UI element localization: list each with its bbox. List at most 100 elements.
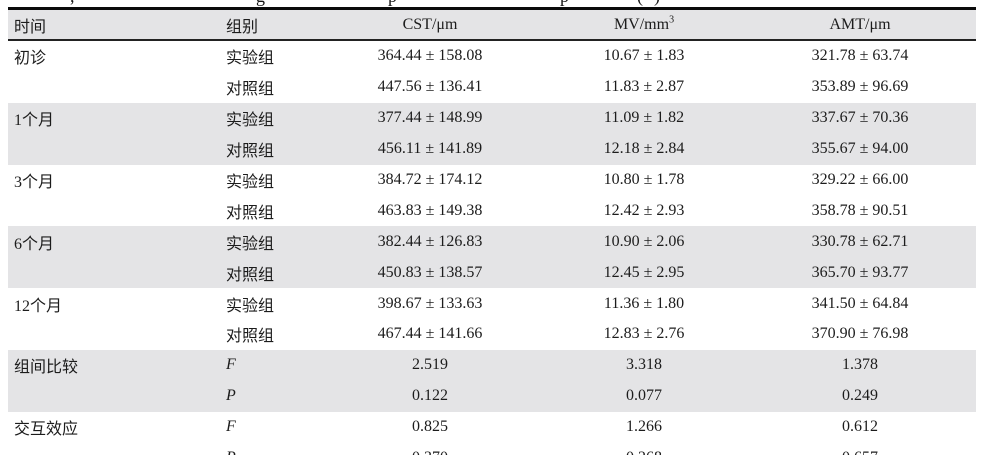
caption-fragment: p xyxy=(560,0,569,7)
clipped-caption: , g p p ( ) xyxy=(0,0,984,7)
mv-cell: 0.268 xyxy=(544,443,744,455)
mv-cell: 10.67 ± 1.83 xyxy=(603,47,685,65)
time-cell: 交互效应 xyxy=(14,421,79,439)
table-row: P 0.370 0.268 0.657 xyxy=(8,443,976,455)
time-cell xyxy=(8,257,211,289)
mv-cell: 10.90 ± 2.06 xyxy=(544,226,744,258)
table-top-rule xyxy=(8,7,976,10)
amt-cell: 355.67 ± 94.00 xyxy=(744,133,976,165)
cst-cell: 0.370 xyxy=(316,443,544,455)
statistic-label: F xyxy=(211,349,316,381)
table-row: 初诊 实验组 364.44 ± 158.08 10.67 ± 1.83 321.… xyxy=(8,40,976,72)
cst-cell: 398.67 ± 133.63 xyxy=(377,294,483,312)
time-cell: 1个月 xyxy=(8,102,211,134)
amt-cell: 329.22 ± 66.00 xyxy=(811,171,909,188)
mv-unit: MV/mm xyxy=(613,15,670,33)
table-row: 3个月 实验组 384.72 ± 174.12 10.80 ± 1.78 329… xyxy=(8,165,976,196)
cst-cell: 382.44 ± 126.83 xyxy=(316,226,544,258)
amt-cell: 330.78 ± 62.71 xyxy=(744,226,976,258)
table-row: 对照组 463.83 ± 149.38 12.42 ± 2.93 358.78 … xyxy=(8,195,976,226)
mv-cell: 1.266 xyxy=(626,418,662,436)
caption-fragment: p xyxy=(388,0,397,7)
group-cell: 实验组 xyxy=(226,174,275,191)
table-row: 对照组 450.83 ± 138.57 12.45 ± 2.95 365.70 … xyxy=(8,257,976,289)
group-cell: 实验组 xyxy=(226,50,275,68)
caption-fragment: , xyxy=(70,0,75,7)
group-cell: 对照组 xyxy=(211,133,316,165)
statistic-label: P xyxy=(211,380,316,412)
time-cell: 组间比较 xyxy=(8,349,211,381)
table-row: 对照组 447.56 ± 136.41 11.83 ± 2.87 353.89 … xyxy=(8,72,976,103)
time-cell xyxy=(8,133,211,165)
cst-cell: 384.72 ± 174.12 xyxy=(377,171,483,188)
time-cell xyxy=(8,319,211,350)
amt-cell: 0.657 xyxy=(744,443,976,455)
time-cell: 6个月 xyxy=(8,226,211,258)
caption-fragment: g xyxy=(256,0,265,7)
group-cell: 对照组 xyxy=(226,81,275,99)
table-row: 组间比较 F 2.519 3.318 1.378 xyxy=(8,349,976,381)
amt-cell: 365.70 ± 93.77 xyxy=(744,257,976,289)
mv-cell: 0.077 xyxy=(544,380,744,412)
amt-cell: 0.612 xyxy=(842,418,878,436)
table-row: 对照组 467.44 ± 141.66 12.83 ± 2.76 370.90 … xyxy=(8,319,976,350)
time-cell xyxy=(8,443,211,455)
mv-cell: 11.36 ± 1.80 xyxy=(603,294,685,312)
mv-cell: 10.80 ± 1.78 xyxy=(603,171,685,188)
group-cell: 对照组 xyxy=(226,204,275,222)
cst-cell: 0.825 xyxy=(412,418,448,436)
mv-cell: 3.318 xyxy=(544,349,744,381)
mv-cell: 12.83 ± 2.76 xyxy=(603,325,685,343)
amt-cell: 370.90 ± 76.98 xyxy=(811,325,909,343)
table-row: 交互效应 F 0.825 1.266 0.612 xyxy=(8,412,976,443)
amt-cell: 337.67 ± 70.36 xyxy=(744,102,976,134)
time-cell xyxy=(8,72,211,103)
amt-cell: 0.249 xyxy=(744,380,976,412)
amt-cell: 358.78 ± 90.51 xyxy=(811,201,909,219)
time-cell: 初诊 xyxy=(14,50,47,68)
statistic-label: F xyxy=(226,418,236,436)
mv-cell: 11.09 ± 1.82 xyxy=(544,102,744,134)
mv-cell: 12.42 ± 2.93 xyxy=(603,201,685,219)
table-row: P 0.122 0.077 0.249 xyxy=(8,380,976,412)
cst-cell: 467.44 ± 141.66 xyxy=(377,325,483,343)
cst-cell: 456.11 ± 141.89 xyxy=(316,133,544,165)
header-row: 时间 组别 CST/μm MV/mm3 AMT/μm xyxy=(8,10,976,41)
mv-cell: 12.45 ± 2.95 xyxy=(544,257,744,289)
time-cell xyxy=(8,195,211,226)
cst-cell: 450.83 ± 138.57 xyxy=(316,257,544,289)
col-header-time: 时间 xyxy=(8,10,211,41)
cst-cell: 2.519 xyxy=(316,349,544,381)
mv-unit-exponent: 3 xyxy=(669,14,675,26)
caption-fragment: ) xyxy=(654,0,660,7)
col-header-group: 组别 xyxy=(211,10,316,41)
mv-cell: 12.18 ± 2.84 xyxy=(544,133,744,165)
cst-cell: 463.83 ± 149.38 xyxy=(377,201,483,219)
amt-cell: 321.78 ± 63.74 xyxy=(811,47,909,65)
amt-cell: 353.89 ± 96.69 xyxy=(811,78,909,96)
group-cell: 实验组 xyxy=(226,297,275,315)
group-cell: 对照组 xyxy=(226,328,275,346)
amt-cell: 341.50 ± 64.84 xyxy=(811,294,909,312)
cst-cell: 377.44 ± 148.99 xyxy=(316,102,544,134)
table-row: 对照组 456.11 ± 141.89 12.18 ± 2.84 355.67 … xyxy=(8,133,976,165)
cst-cell: 364.44 ± 158.08 xyxy=(377,47,483,65)
time-cell xyxy=(8,380,211,412)
col-header-mv: MV/mm3 xyxy=(544,10,744,41)
caption-fragment: ( xyxy=(637,0,643,7)
time-cell: 3个月 xyxy=(14,174,55,191)
results-table: 时间 组别 CST/μm MV/mm3 AMT/μm 初诊 实验组 364.44… xyxy=(8,10,976,455)
col-header-amt: AMT/μm xyxy=(744,10,976,41)
group-cell: 实验组 xyxy=(211,102,316,134)
cst-cell: 0.122 xyxy=(316,380,544,412)
statistic-label: P xyxy=(211,443,316,455)
table-row: 6个月 实验组 382.44 ± 126.83 10.90 ± 2.06 330… xyxy=(8,226,976,258)
amt-cell: 1.378 xyxy=(744,349,976,381)
table-row: 1个月 实验组 377.44 ± 148.99 11.09 ± 1.82 337… xyxy=(8,102,976,134)
table-row: 12个月 实验组 398.67 ± 133.63 11.36 ± 1.80 34… xyxy=(8,288,976,319)
col-header-cst: CST/μm xyxy=(316,10,544,41)
group-cell: 对照组 xyxy=(211,257,316,289)
group-cell: 实验组 xyxy=(211,226,316,258)
cst-cell: 447.56 ± 136.41 xyxy=(377,78,483,96)
